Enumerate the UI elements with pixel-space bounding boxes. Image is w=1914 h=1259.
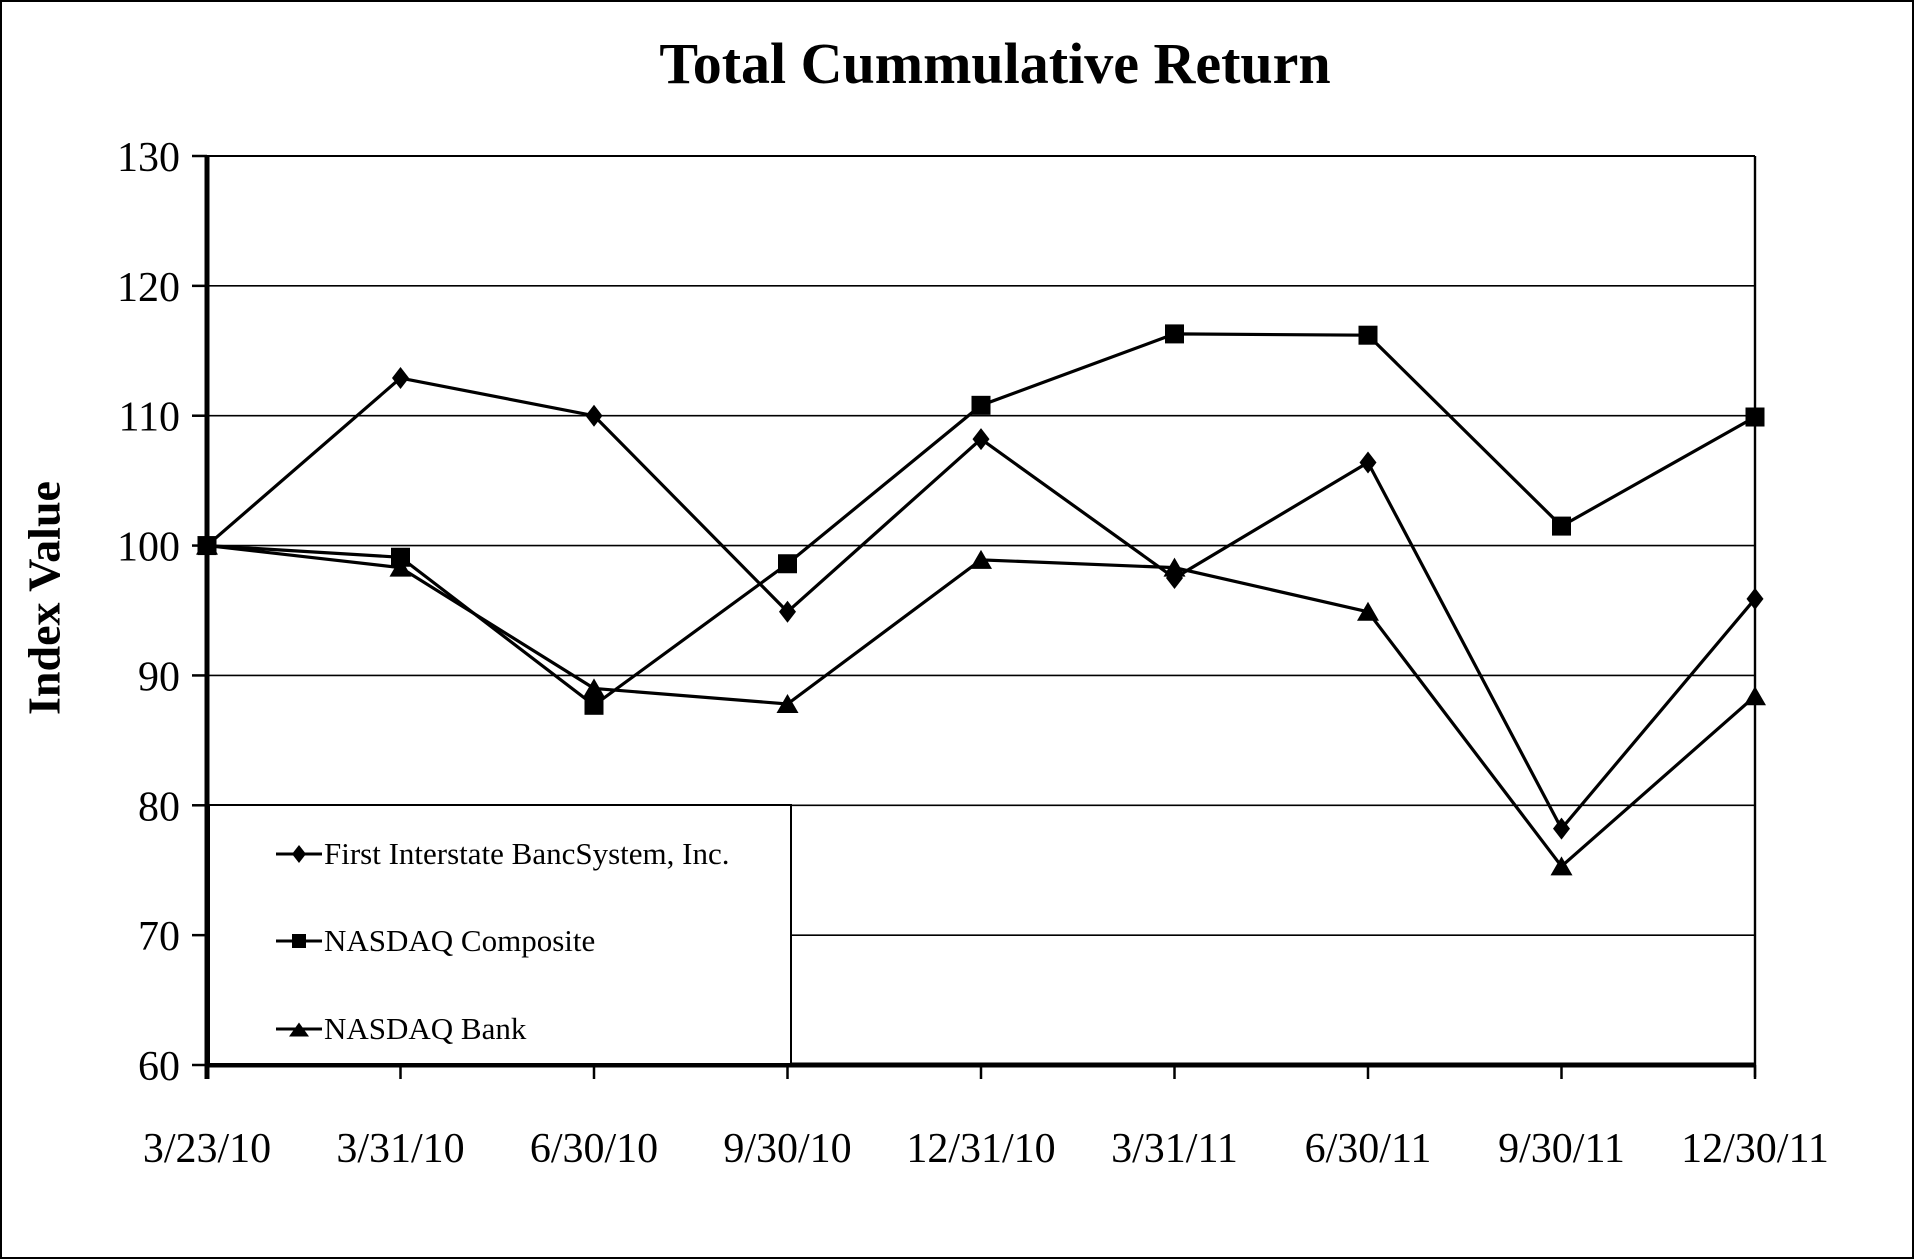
legend-item-nasdaq-composite: NASDAQ Composite bbox=[276, 921, 595, 961]
svg-text:6/30/10: 6/30/10 bbox=[530, 1126, 658, 1172]
svg-text:3/23/10: 3/23/10 bbox=[143, 1126, 271, 1172]
triangle-marker-icon bbox=[276, 1022, 322, 1037]
svg-text:3/31/10: 3/31/10 bbox=[336, 1126, 464, 1172]
svg-text:130: 130 bbox=[117, 135, 180, 181]
svg-text:3/31/11: 3/31/11 bbox=[1111, 1126, 1238, 1172]
legend-box: First Interstate BancSystem, Inc. NASDAQ… bbox=[208, 804, 792, 1065]
svg-text:110: 110 bbox=[119, 395, 180, 441]
legend-label: NASDAQ Bank bbox=[324, 1011, 527, 1046]
svg-text:9/30/11: 9/30/11 bbox=[1498, 1126, 1625, 1172]
square-marker-icon bbox=[276, 934, 322, 948]
svg-text:100: 100 bbox=[117, 525, 180, 571]
svg-text:6/30/11: 6/30/11 bbox=[1305, 1126, 1432, 1172]
chart-title: Total Cummulative Return bbox=[659, 31, 1331, 96]
svg-text:90: 90 bbox=[138, 654, 180, 700]
diamond-marker-icon bbox=[276, 845, 322, 863]
svg-text:70: 70 bbox=[138, 914, 180, 960]
svg-text:80: 80 bbox=[138, 784, 180, 830]
svg-text:12/30/11: 12/30/11 bbox=[1681, 1126, 1829, 1172]
svg-text:9/30/10: 9/30/10 bbox=[723, 1126, 851, 1172]
svg-text:60: 60 bbox=[138, 1044, 180, 1090]
svg-text:120: 120 bbox=[117, 265, 180, 311]
legend-label: First Interstate BancSystem, Inc. bbox=[324, 836, 730, 871]
y-axis-title: Index Value bbox=[18, 481, 70, 715]
legend-item-first-interstate: First Interstate BancSystem, Inc. bbox=[276, 834, 730, 874]
legend-label: NASDAQ Composite bbox=[324, 923, 596, 958]
legend-item-nasdaq-bank: NASDAQ Bank bbox=[276, 1009, 526, 1049]
svg-text:12/31/10: 12/31/10 bbox=[906, 1126, 1055, 1172]
